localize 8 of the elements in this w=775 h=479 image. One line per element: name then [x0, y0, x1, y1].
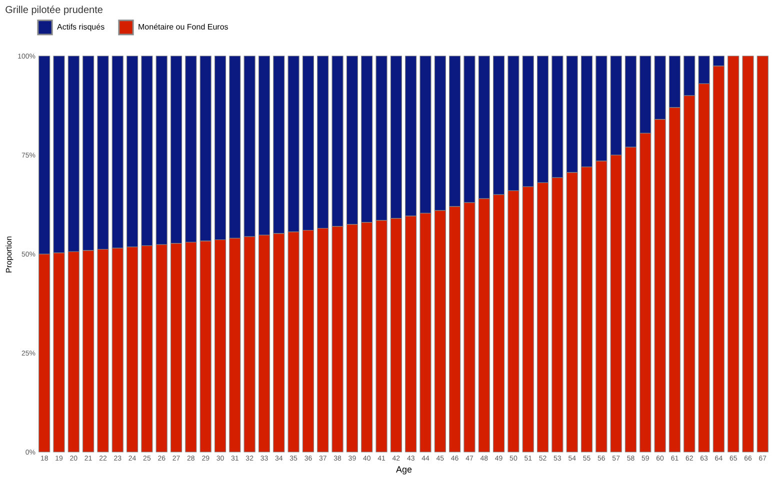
y-axis-title: Proportion [4, 236, 14, 273]
legend-label: Monétaire ou Fond Euros [138, 22, 228, 32]
legend-label: Actifs risqués [57, 22, 105, 32]
bar [742, 56, 754, 452]
x-axis-title: Age [396, 464, 412, 474]
chart-title: Grille pilotée prudente [5, 5, 104, 16]
bar [728, 56, 740, 452]
bar [756, 56, 768, 452]
